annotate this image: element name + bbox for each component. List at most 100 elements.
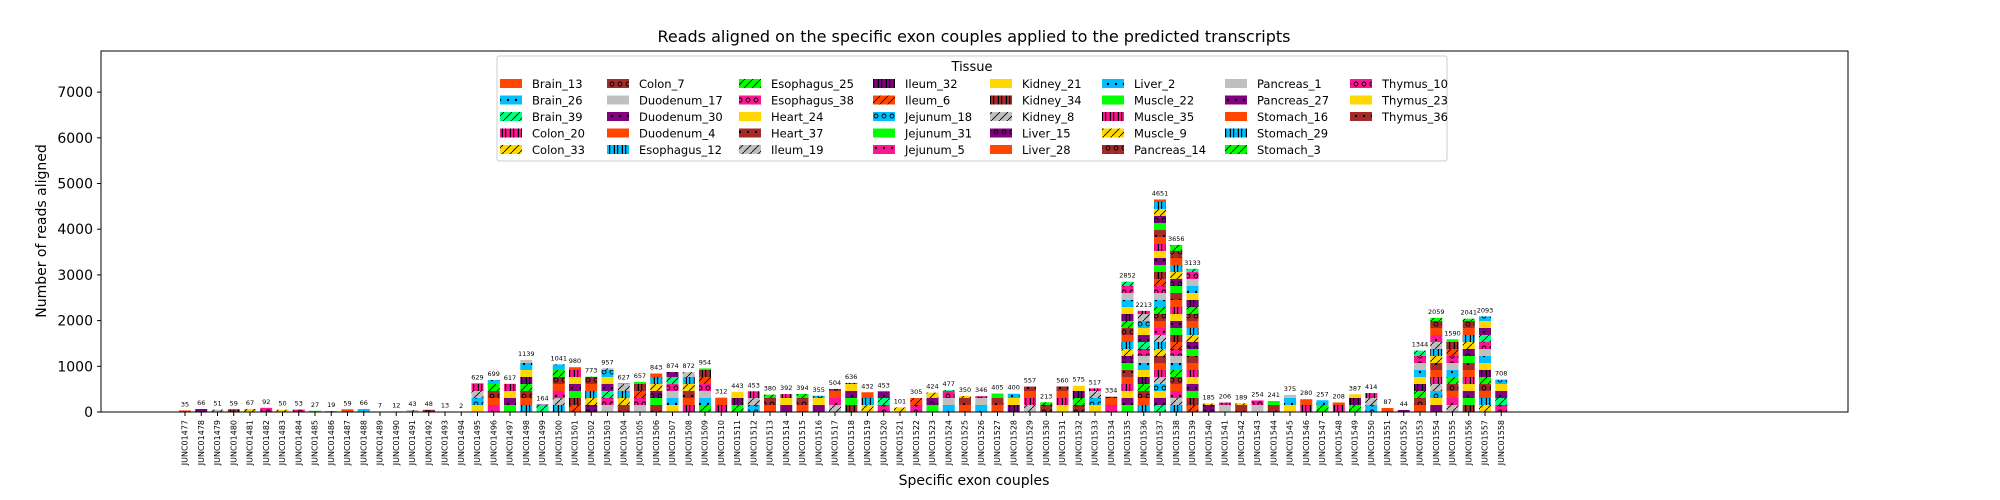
bar-segment — [341, 409, 354, 412]
legend-swatch — [1102, 112, 1124, 121]
legend-item-Muscle_9: Muscle_9 — [1102, 127, 1187, 141]
bar-segment — [942, 390, 955, 391]
legend-item-Esophagus_12: Esophagus_12 — [607, 143, 722, 157]
x-tick-label-JUNC01500: JUNC01500 — [554, 420, 563, 466]
bar-segment — [699, 398, 711, 405]
value-label-JUNC01517: 504 — [829, 379, 841, 387]
bar-segment — [1316, 400, 1329, 405]
bar-segment — [1430, 356, 1443, 363]
bar-segment — [569, 405, 581, 412]
bar-segment — [1105, 398, 1118, 405]
value-label-JUNC01532: 575 — [1073, 376, 1085, 384]
bar-segment — [1414, 405, 1426, 412]
bar-segment — [682, 405, 695, 412]
x-tick-label-JUNC01499: JUNC01499 — [538, 420, 547, 466]
bar-segment — [991, 393, 1004, 398]
bar-JUNC01534 — [1105, 396, 1118, 412]
bar-segment — [357, 408, 370, 412]
bar-segment — [1154, 391, 1166, 398]
value-label-JUNC01556: 2041 — [1460, 309, 1477, 317]
bar-segment — [1462, 335, 1475, 342]
bar-segment — [1121, 300, 1134, 307]
legend-swatch — [1350, 95, 1372, 105]
value-label-JUNC01544: 241 — [1268, 391, 1280, 399]
bar-segment — [260, 407, 273, 412]
value-label-JUNC01551: 87 — [1383, 398, 1391, 406]
bar-JUNC01496 — [487, 380, 500, 412]
legend-label: Liver_2 — [1134, 77, 1175, 91]
bar-segment — [1170, 363, 1183, 370]
legend-swatch — [990, 145, 1012, 154]
bar-segment — [1024, 398, 1036, 405]
bar-segment — [1446, 342, 1459, 349]
bar-JUNC01547 — [1316, 400, 1329, 412]
bar-segment — [1170, 307, 1183, 314]
value-label-JUNC01497: 617 — [504, 374, 516, 382]
bar-segment — [1430, 405, 1443, 412]
value-label-JUNC01557: 2093 — [1477, 306, 1494, 314]
legend-frame — [496, 55, 1448, 162]
x-tick-label-JUNC01490: JUNC01490 — [392, 420, 401, 466]
bar-JUNC01516 — [812, 395, 825, 412]
legend-label: Brain_26 — [532, 94, 583, 108]
x-tick-label-JUNC01512: JUNC01512 — [749, 420, 758, 466]
bar-segment — [1121, 281, 1134, 286]
bar-segment — [1495, 391, 1508, 398]
bar-JUNC01533 — [1089, 388, 1101, 412]
value-label-JUNC01477: 35 — [181, 400, 189, 408]
bar-JUNC01518 — [845, 382, 858, 412]
value-label-JUNC01501: 980 — [569, 357, 581, 365]
value-label-JUNC01503: 957 — [601, 358, 613, 366]
bar-JUNC01492 — [422, 409, 435, 412]
legend-label: Thymus_10 — [1381, 77, 1448, 91]
bar-segment — [1024, 391, 1036, 398]
bar-segment — [699, 384, 711, 391]
bar-segment — [1154, 286, 1166, 293]
bar-segment — [569, 367, 581, 370]
bar-segment — [552, 405, 565, 412]
bar-segment — [959, 405, 971, 412]
bar-segment — [1462, 328, 1475, 335]
legend-swatch — [873, 145, 895, 154]
bar-JUNC01478 — [195, 408, 208, 412]
value-label-JUNC01493: 13 — [441, 401, 449, 409]
value-label-JUNC01552: 44 — [1400, 400, 1408, 408]
bar-segment — [1446, 356, 1459, 363]
legend-item-Duodenum_30: Duodenum_30 — [607, 110, 723, 124]
legend-swatch — [607, 95, 629, 105]
y-axis-label: Number of reads aligned — [34, 144, 50, 318]
bar-segment — [796, 394, 809, 398]
bar-segment — [877, 391, 890, 398]
bar-segment — [1154, 335, 1166, 342]
bar-segment — [504, 405, 516, 412]
value-label-JUNC01518: 636 — [845, 373, 857, 381]
bar-segment — [585, 377, 598, 384]
legend-item-Jejunum_18: Jejunum_18 — [873, 110, 972, 124]
bar-segment — [227, 409, 240, 412]
x-tick-label-JUNC01505: JUNC01505 — [636, 420, 645, 466]
bar-segment — [1121, 384, 1134, 391]
bar-segment — [552, 364, 565, 370]
legend-item-Thymus_23: Thymus_23 — [1350, 94, 1448, 108]
bar-JUNC01503 — [601, 368, 614, 412]
bar-JUNC01537 — [1154, 199, 1166, 412]
legend-swatch — [1350, 112, 1372, 121]
bar-segment — [845, 405, 858, 412]
value-label-JUNC01536: 2213 — [1135, 301, 1152, 309]
legend-label: Kidney_8 — [1022, 110, 1074, 124]
bar-segment — [1154, 230, 1166, 237]
bar-JUNC01522 — [910, 398, 923, 412]
x-tick-label-JUNC01497: JUNC01497 — [506, 420, 515, 466]
bar-JUNC01510 — [715, 397, 728, 412]
x-tick-label-JUNC01492: JUNC01492 — [424, 420, 433, 466]
legend-item-Heart_24: Heart_24 — [739, 110, 823, 124]
bar-segment — [1170, 328, 1183, 335]
x-axis: JUNC01477 JUNC01478 JUNC01479 JUNC01480 JUNC… — [181, 412, 1506, 466]
bar-segment — [1235, 405, 1248, 412]
x-tick-label-JUNC01506: JUNC01506 — [652, 420, 661, 466]
bar-JUNC01520 — [877, 391, 890, 412]
bar-segment — [1007, 405, 1020, 412]
bar-segment — [1072, 385, 1085, 391]
y-tick-label: 7000 — [57, 85, 93, 101]
value-label-JUNC01535: 2852 — [1119, 272, 1136, 280]
